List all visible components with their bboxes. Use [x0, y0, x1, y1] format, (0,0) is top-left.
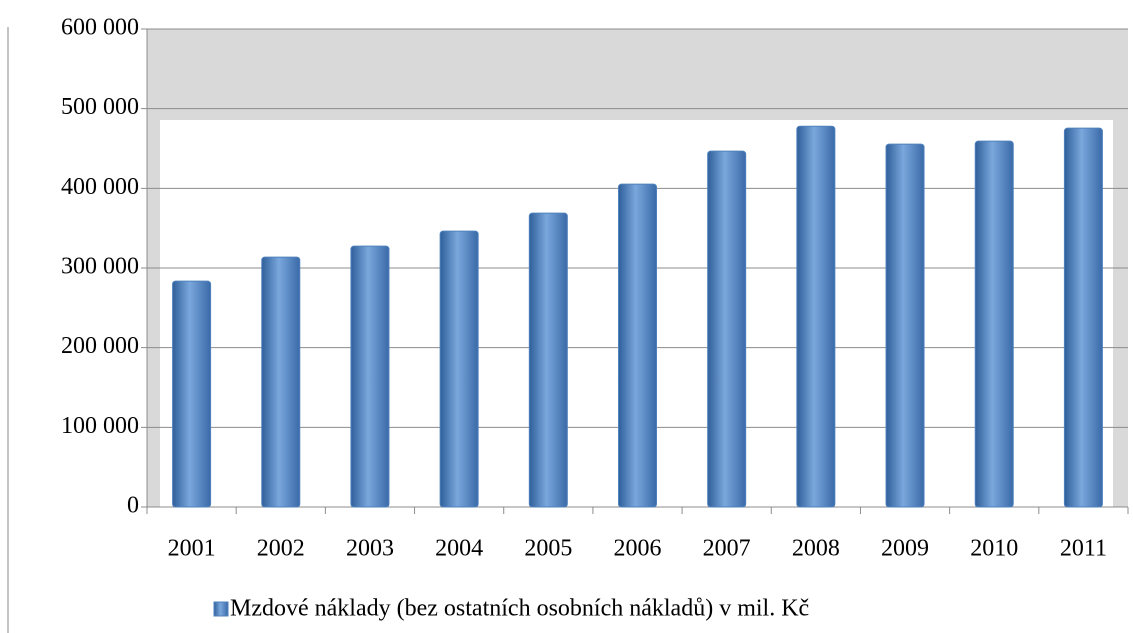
x-tick-label: 2004	[435, 536, 483, 562]
x-tick-label: 2008	[792, 536, 840, 562]
bar	[1063, 127, 1103, 508]
y-tick-label: 200 000	[61, 333, 139, 359]
bar	[885, 143, 925, 508]
y-tick-label: 100 000	[61, 413, 139, 439]
bar	[796, 125, 836, 508]
bar	[974, 140, 1014, 508]
legend-swatch	[213, 601, 229, 617]
x-tick-label: 2007	[703, 536, 751, 562]
x-tick-label: 2009	[881, 536, 929, 562]
y-tick-label: 300 000	[61, 254, 139, 280]
x-tick-label: 2010	[970, 536, 1018, 562]
x-tick-label: 2002	[257, 536, 305, 562]
bar	[439, 230, 479, 508]
x-tick-label: 2001	[168, 536, 216, 562]
legend-label: Mzdové náklady (bez ostatních osobních n…	[230, 596, 809, 622]
x-tick-label: 2006	[614, 536, 662, 562]
bar	[707, 150, 747, 508]
bar	[618, 183, 657, 508]
x-tick-label: 2005	[524, 536, 572, 562]
bar	[528, 212, 568, 508]
y-tick-label: 600 000	[61, 15, 139, 41]
bar	[172, 280, 212, 508]
y-tick-label: 400 000	[61, 174, 139, 200]
bar	[350, 245, 390, 508]
bar	[261, 256, 301, 508]
x-tick-label: 2011	[1060, 536, 1107, 562]
y-tick-label: 500 000	[61, 94, 139, 120]
y-tick-label: 0	[127, 493, 139, 519]
x-tick-label: 2003	[346, 536, 394, 562]
